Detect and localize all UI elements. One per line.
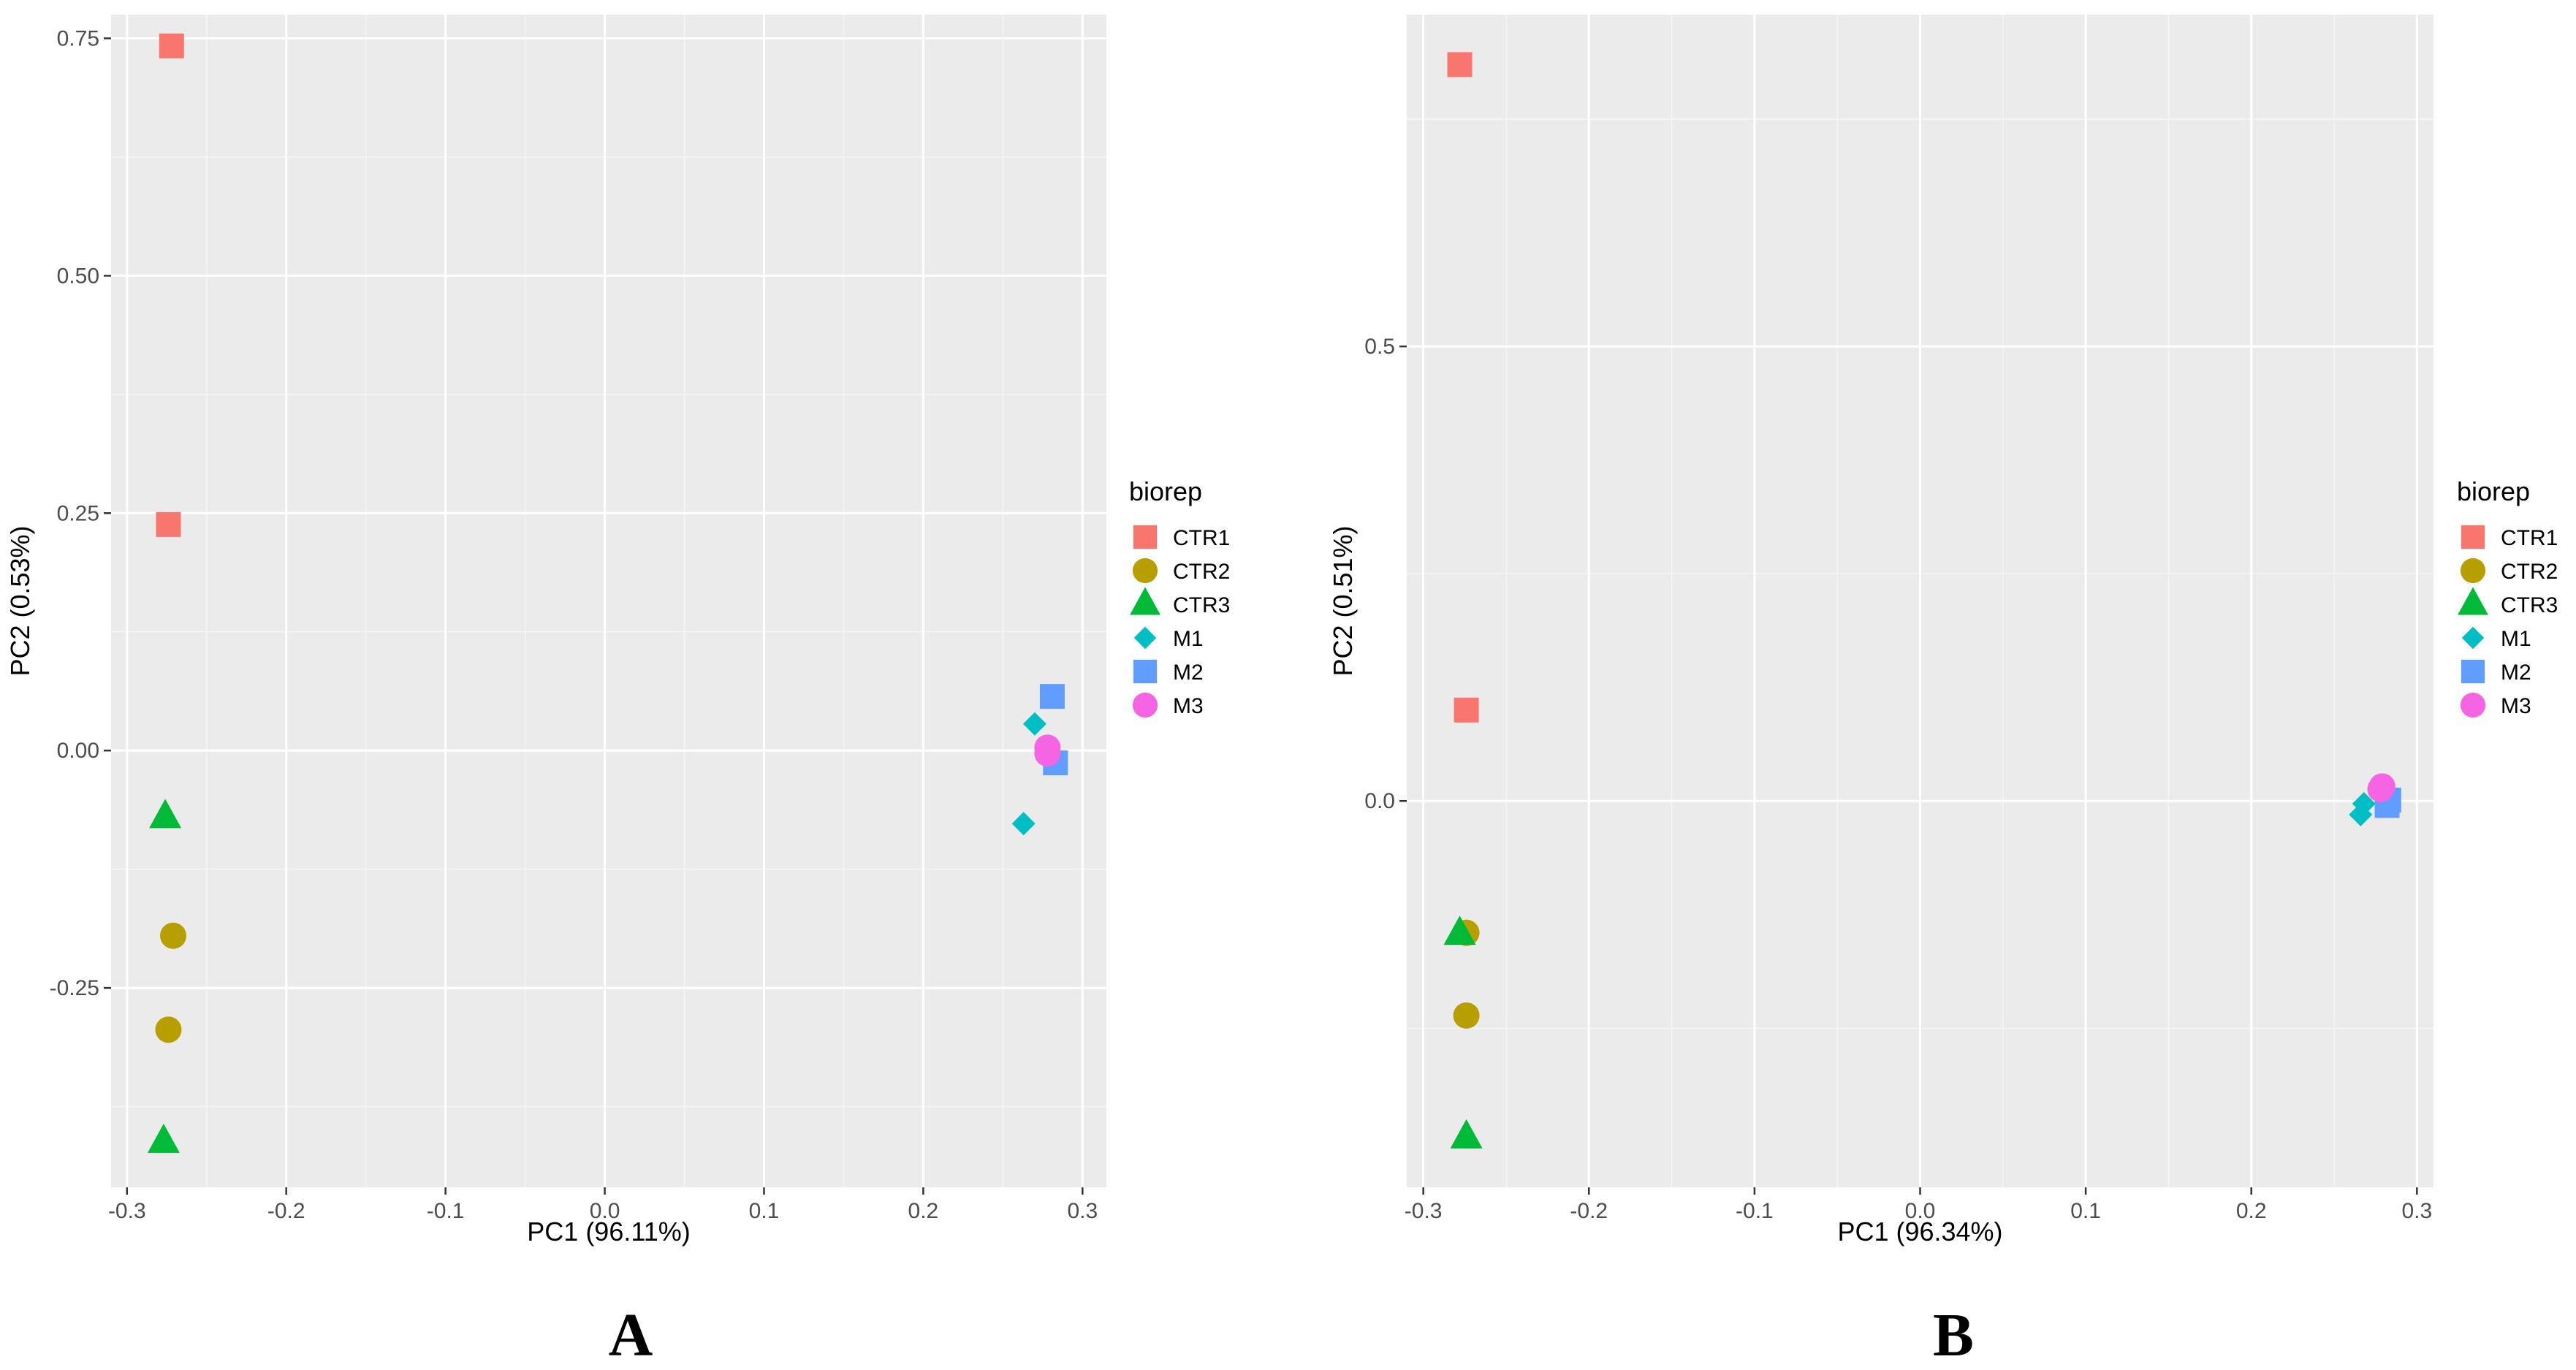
legend-label-m1: M1 [1173, 627, 1204, 651]
data-point-ctr3 [1450, 1119, 1483, 1149]
data-point-m3 [2368, 773, 2395, 800]
legend-key-m3 [1132, 692, 1158, 718]
x-tick-label: -0.3 [108, 1199, 146, 1223]
data-point-m3 [1034, 734, 1061, 761]
data-point-m1 [1022, 712, 1046, 736]
data-point-m1 [1011, 812, 1036, 836]
legend-key-ctr3 [1130, 587, 1160, 615]
data-point-ctr1 [1454, 697, 1479, 723]
x-tick-label: 0.3 [2401, 1199, 2432, 1223]
y-tick-label: 0.25 [57, 501, 99, 525]
x-tick-label: -0.1 [1736, 1199, 1774, 1223]
legend-marker-m3 [2460, 692, 2486, 718]
x-tick-label: -0.3 [1405, 1199, 1443, 1223]
legend-key-ctr2 [2460, 557, 2486, 584]
legend-label-ctr1: CTR1 [2501, 526, 2558, 550]
legend-key-ctr1 [2461, 525, 2485, 549]
y-tick-label: -0.25 [50, 976, 99, 1000]
legend-label-m3: M3 [2501, 694, 2531, 718]
x-axis-title: PC1 (96.11%) [527, 1217, 690, 1247]
data-point-m1 [2349, 802, 2373, 826]
y-tick-label: 0.5 [1364, 335, 1395, 359]
data-point-ctr1 [156, 511, 181, 537]
data-point-ctr1 [1447, 52, 1473, 77]
x-tick-label: 0.1 [749, 1199, 780, 1223]
legend-key-ctr3 [2458, 587, 2488, 615]
legend-marker-ctr2 [2460, 557, 2486, 584]
data-point-ctr3 [1443, 916, 1476, 945]
x-tick-label: 0.2 [908, 1199, 939, 1223]
data-point-ctr2 [1453, 1002, 1480, 1029]
legend-key-m1 [1133, 626, 1157, 650]
y-tick-label: 0.75 [57, 26, 99, 50]
legend-marker-ctr3 [1130, 587, 1160, 615]
legend-marker-ctr1 [2461, 525, 2485, 549]
x-tick-label: 0.3 [1067, 1199, 1098, 1223]
legend-label-ctr1: CTR1 [1173, 526, 1230, 550]
x-tick-label: 0.1 [2070, 1199, 2101, 1223]
legend-marker-ctr2 [1132, 557, 1158, 584]
legend-title: biorep [1129, 476, 1202, 506]
legend-label-m2: M2 [1173, 661, 1204, 685]
x-tick-label: -0.2 [267, 1199, 305, 1223]
legend-key-m2 [2461, 659, 2485, 684]
legend-label-m1: M1 [2501, 627, 2531, 651]
legend-title: biorep [2457, 476, 2530, 506]
legend-marker-m2 [2461, 659, 2485, 684]
data-point-m2 [1039, 684, 1065, 709]
legend-marker-ctr1 [1133, 525, 1158, 549]
panel-label: B [1933, 1301, 1974, 1369]
legend-marker-m1 [2461, 626, 2485, 650]
legend-label-ctr3: CTR3 [2501, 593, 2558, 617]
legend-marker-m2 [1133, 659, 1158, 684]
y-tick-label: 0.0 [1364, 789, 1395, 813]
legend-label-ctr2: CTR2 [2501, 560, 2558, 584]
y-axis-title: PC2 (0.51%) [1328, 525, 1358, 676]
y-axis-title: PC2 (0.53%) [5, 525, 35, 676]
y-tick-label: 0.00 [57, 739, 99, 763]
x-tick-label: 0.0 [590, 1199, 620, 1223]
legend-label-ctr2: CTR2 [1173, 560, 1230, 584]
legend-label-ctr3: CTR3 [1173, 593, 1230, 617]
data-point-ctr3 [147, 1123, 180, 1153]
legend-key-m2 [1133, 659, 1158, 684]
y-tick-label: 0.50 [57, 264, 99, 288]
x-tick-label: -0.2 [1570, 1199, 1608, 1223]
legend-key-m3 [2460, 692, 2486, 718]
plot-background [111, 15, 1106, 1187]
data-point-ctr2 [155, 1016, 182, 1043]
chart-panel-b: -0.3 -0.2 -0.1 0.0 0.1 0.2 0.3 0.0 0.5 PC1 (96.34… [1328, 15, 2558, 1369]
legend-key-ctr2 [1132, 557, 1158, 584]
x-tick-label: 0.0 [1905, 1199, 1936, 1223]
legend-marker-m1 [1133, 626, 1157, 650]
x-tick-label: -0.1 [427, 1199, 465, 1223]
panel-label: A [609, 1301, 653, 1369]
legend-marker-ctr3 [2458, 587, 2488, 615]
chart-panel-a: -0.3 -0.2 -0.1 0.0 0.1 0.2 0.3 -0.25 0.00 0.25 0.5… [5, 15, 1230, 1369]
legend-label-m3: M3 [1173, 694, 1204, 718]
x-axis-title: PC1 (96.34%) [1837, 1217, 2002, 1247]
data-point-ctr1 [159, 33, 184, 58]
legend-key-ctr1 [1133, 525, 1158, 549]
legend-label-m2: M2 [2501, 661, 2531, 685]
data-point-ctr2 [159, 922, 186, 949]
data-point-ctr3 [149, 799, 182, 829]
legend-key-m1 [2461, 626, 2485, 650]
x-tick-label: 0.2 [2236, 1199, 2267, 1223]
legend-marker-m3 [1132, 692, 1158, 718]
